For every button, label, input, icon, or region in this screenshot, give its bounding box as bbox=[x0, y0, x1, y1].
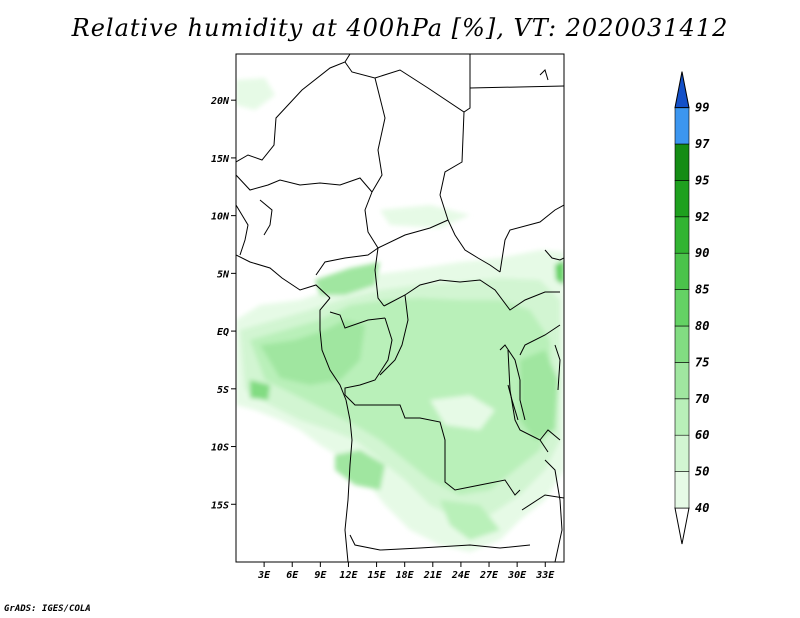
lon-tick-label: 6E bbox=[286, 570, 299, 581]
colorbar-swatch bbox=[674, 434, 690, 472]
colorbar-below-arrow bbox=[674, 507, 690, 545]
lon-tick-label: 18E bbox=[396, 570, 415, 581]
colorbar-swatch bbox=[674, 107, 690, 145]
colorbar-label: 92 bbox=[695, 210, 709, 224]
lon-tick-label: 33E bbox=[535, 570, 555, 581]
lon-tick-label: 15E bbox=[368, 570, 387, 581]
latitude-axis: 20N 15N 10N 5N EQ 5S 10S 15S bbox=[210, 96, 236, 511]
colorbar-label: 75 bbox=[695, 355, 709, 369]
colorbar-swatch bbox=[674, 471, 690, 509]
colorbar-swatch bbox=[674, 398, 690, 436]
colorbar-swatch bbox=[674, 252, 690, 290]
map-title: Relative humidity at 400hPa [%], VT: 202… bbox=[71, 14, 729, 42]
colorbar-above-arrow bbox=[674, 71, 690, 109]
lat-tick-label: EQ bbox=[217, 327, 229, 338]
colorbar-label: 90 bbox=[695, 246, 709, 260]
map-frame bbox=[235, 53, 565, 563]
lon-tick-label: 24E bbox=[451, 570, 471, 581]
lat-tick-label: 10N bbox=[211, 212, 230, 223]
lon-tick-label: 9E bbox=[314, 570, 327, 581]
lon-tick-label: 21E bbox=[423, 570, 443, 581]
colorbar-label: 60 bbox=[695, 428, 709, 442]
colorbar-label: 97 bbox=[695, 137, 710, 151]
longitude-axis: 3E 6E 9E 12E 15E 18E 21E 24E 27E 30E 33E bbox=[257, 562, 555, 581]
grads-credit: GrADS: IGES/COLA bbox=[4, 604, 91, 614]
colorbar: 40 50 60 70 75 80 85 90 92 95 97 99 bbox=[674, 71, 710, 545]
lat-tick-label: 5N bbox=[217, 269, 230, 280]
colorbar-label: 80 bbox=[695, 319, 709, 333]
lon-tick-label: 27E bbox=[479, 570, 499, 581]
colorbar-label: 70 bbox=[695, 392, 709, 406]
lat-tick-label: 15S bbox=[211, 500, 229, 511]
colorbar-swatch bbox=[674, 216, 690, 254]
lon-tick-label: 3E bbox=[257, 570, 271, 581]
colorbar-label: 95 bbox=[695, 173, 709, 187]
country-borders bbox=[236, 54, 564, 562]
colorbar-swatch bbox=[674, 180, 690, 218]
colorbar-swatch bbox=[674, 362, 690, 400]
colorbar-label: 40 bbox=[695, 501, 709, 515]
colorbar-swatch bbox=[674, 325, 690, 363]
colorbar-label: 99 bbox=[695, 101, 709, 115]
lat-tick-label: 10S bbox=[211, 443, 229, 454]
colorbar-swatch bbox=[674, 289, 690, 327]
lon-tick-label: 12E bbox=[339, 570, 358, 581]
lat-tick-label: 5S bbox=[217, 385, 229, 396]
colorbar-swatch bbox=[674, 143, 690, 181]
colorbar-label: 85 bbox=[695, 283, 709, 297]
lat-tick-label: 20N bbox=[210, 96, 230, 107]
colorbar-label: 50 bbox=[695, 465, 709, 479]
lon-tick-label: 30E bbox=[507, 570, 527, 581]
humidity-shading bbox=[236, 78, 564, 552]
lat-tick-label: 15N bbox=[211, 154, 230, 165]
